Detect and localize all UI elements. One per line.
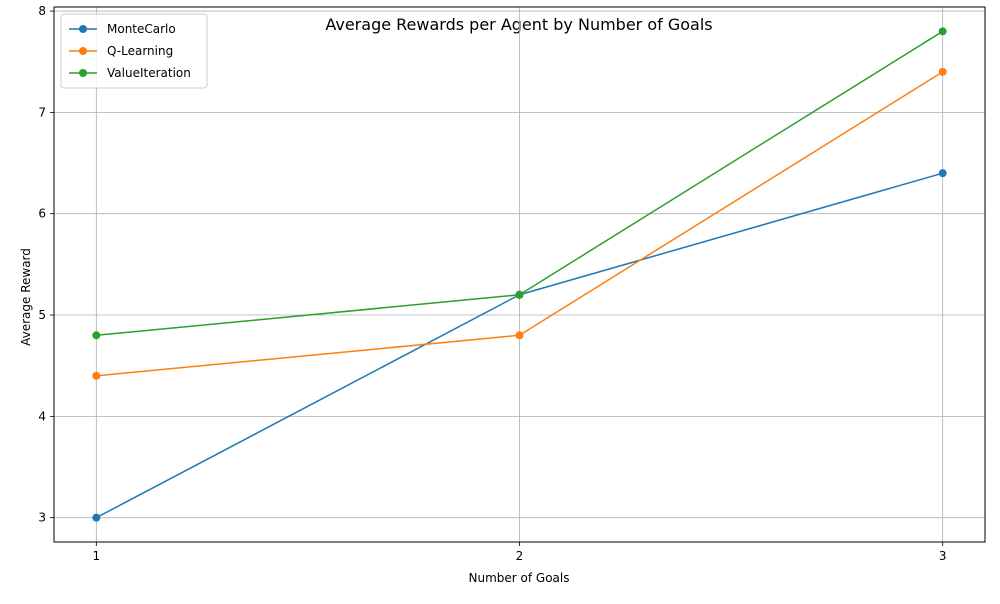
legend-box: [60, 13, 208, 89]
legend-marker-valueiteration: [79, 69, 87, 77]
legend-marker-montecarlo: [79, 25, 87, 33]
x-tick-label-3: 3: [939, 549, 947, 563]
x-tick-label-1: 1: [92, 549, 100, 563]
data-point-valueiteration-2: [515, 290, 524, 299]
legend-label-valueiteration: ValueIteration: [107, 66, 191, 80]
x-tick-label-2: 2: [516, 549, 524, 563]
y-tick-label-3: 5: [38, 308, 46, 322]
data-point-q-learning-2: [515, 331, 524, 340]
data-point-valueiteration-3: [938, 27, 947, 36]
chart-title: Average Rewards per Agent by Number of G…: [325, 15, 712, 34]
y-tick-label-6: 8: [38, 4, 46, 18]
data-point-q-learning-1: [92, 371, 101, 380]
data-point-montecarlo-1: [92, 513, 101, 522]
y-tick-label-2: 4: [38, 409, 46, 423]
data-point-montecarlo-3: [938, 169, 947, 178]
y-axis-label: Average Reward: [19, 248, 33, 346]
legend-label-montecarlo: MonteCarlo: [107, 22, 176, 36]
data-point-valueiteration-1: [92, 331, 101, 340]
plot-series: [92, 27, 947, 522]
legend-label-q-learning: Q-Learning: [107, 44, 173, 58]
axis-ticks: 1 2 3 3 4 5 6 7 8: [38, 4, 946, 563]
y-tick-label-5: 7: [38, 105, 46, 119]
x-axis-label: Number of Goals: [469, 571, 570, 585]
y-tick-label-4: 6: [38, 207, 46, 221]
legend-marker-q-learning: [79, 47, 87, 55]
legend: MonteCarlo Q-Learning ValueIteration: [60, 13, 208, 89]
data-point-q-learning-3: [938, 67, 947, 76]
y-tick-label-1: 3: [38, 511, 46, 525]
grid-lines: [54, 7, 985, 542]
